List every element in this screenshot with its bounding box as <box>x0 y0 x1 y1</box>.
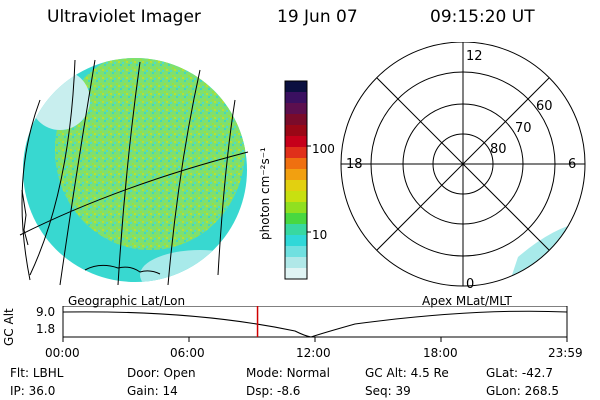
status-gc-alt: GC Alt: 4.5 Re <box>365 366 449 380</box>
colorbar-segment <box>285 235 307 247</box>
time-tick-0000: 00:00 <box>45 346 80 360</box>
geographic-image-panel <box>19 58 249 286</box>
colorbar-segment <box>285 202 307 214</box>
geographic-coords-label: Geographic Lat/Lon <box>68 294 186 308</box>
time-tick-0600: 06:00 <box>170 346 205 360</box>
colorbar-segment <box>285 257 307 269</box>
gc-alt-axis-label: GC Alt <box>2 308 16 346</box>
mlat-label-70: 70 <box>515 121 532 136</box>
time-label: 09:15:20 UT <box>430 7 535 27</box>
mlat-label-80: 80 <box>490 142 507 157</box>
mlt-label-0: 0 <box>466 277 474 292</box>
alt-tick-high: 9.0 <box>36 305 56 319</box>
status-glat: GLat: -42.7 <box>486 366 553 380</box>
color-scale-bar <box>284 80 311 280</box>
colorbar-segment <box>285 81 307 93</box>
colorbar-segment <box>285 147 307 159</box>
status-door: Door: Open <box>127 366 196 380</box>
colorbar-segment <box>285 180 307 192</box>
status-seq: Seq: 39 <box>365 384 411 398</box>
mlt-label-18: 18 <box>346 157 363 172</box>
colorbar-segment <box>285 246 307 258</box>
timeline-frame <box>62 306 568 338</box>
altitude-timeline <box>62 306 568 342</box>
status-mode: Mode: Normal <box>246 366 330 380</box>
colorbar-segment <box>285 213 307 225</box>
time-tick-1200: 12:00 <box>296 346 331 360</box>
colorbar-segment <box>285 136 307 148</box>
alt-tick-low: 1.8 <box>36 322 56 336</box>
apex-coords-label: Apex MLat/MLT <box>422 294 512 308</box>
time-tick-2359: 23:59 <box>548 346 583 360</box>
time-tick-1800: 18:00 <box>423 346 458 360</box>
colorbar-segment <box>285 158 307 170</box>
timeline-ticks <box>62 337 568 342</box>
colorbar-segment <box>285 191 307 203</box>
geographic-grid <box>19 59 249 286</box>
status-glon: GLon: 268.5 <box>486 384 559 398</box>
status-dsp: Dsp: -8.6 <box>246 384 301 398</box>
colorbar-segment <box>285 103 307 115</box>
colorbar-segment <box>285 224 307 236</box>
colorbar-unit-label: photon cm⁻²s⁻¹ <box>258 147 272 240</box>
status-gain: Gain: 14 <box>127 384 178 398</box>
colorbar-segment <box>285 92 307 104</box>
colorbar-segment <box>285 125 307 137</box>
colorbar-tick-100: 100 <box>312 142 335 156</box>
colorbar-tick-10: 10 <box>312 228 328 242</box>
status-filter: Flt: LBHL <box>10 366 64 380</box>
colorbar-segment <box>285 268 307 280</box>
coastline <box>21 189 161 275</box>
status-ip: IP: 36.0 <box>10 384 56 398</box>
mlt-label-6: 6 <box>568 157 576 172</box>
polar-mlt-plot: 12 18 6 0 60 70 80 <box>340 42 586 292</box>
colorbar-segment <box>285 114 307 126</box>
uv-image-disc <box>23 58 247 282</box>
mlat-label-60: 60 <box>536 99 553 114</box>
colorbar-frame <box>284 80 308 280</box>
colorbar-segment <box>285 169 307 181</box>
mlt-label-12: 12 <box>466 49 483 64</box>
instrument-title: Ultraviolet Imager <box>47 7 201 27</box>
altitude-curve <box>62 310 568 338</box>
date-label: 19 Jun 07 <box>277 7 358 27</box>
polar-grid <box>340 42 586 287</box>
